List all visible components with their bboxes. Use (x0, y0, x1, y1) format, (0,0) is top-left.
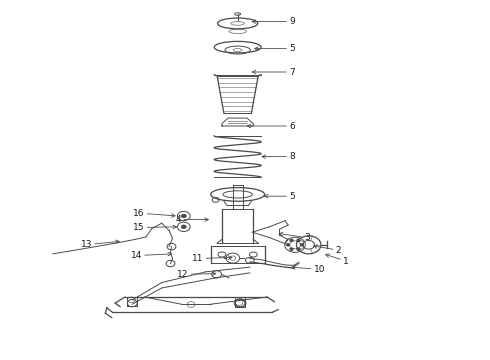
Text: 7: 7 (252, 68, 295, 77)
Text: 13: 13 (81, 240, 119, 249)
Text: 9: 9 (252, 17, 295, 26)
Text: 16: 16 (133, 209, 175, 217)
Text: 11: 11 (192, 254, 232, 263)
Circle shape (181, 214, 186, 218)
Circle shape (297, 239, 300, 242)
Text: 15: 15 (133, 223, 176, 232)
Circle shape (297, 248, 300, 250)
Circle shape (290, 239, 293, 242)
Text: 6: 6 (247, 122, 295, 131)
Text: 2: 2 (314, 245, 341, 255)
Text: 12: 12 (177, 270, 216, 279)
Text: 5: 5 (255, 44, 295, 53)
Text: 10: 10 (292, 265, 325, 274)
Circle shape (287, 244, 290, 246)
Circle shape (300, 244, 303, 246)
Circle shape (181, 225, 186, 229)
Text: 1: 1 (326, 254, 349, 266)
Text: 14: 14 (131, 251, 172, 260)
Circle shape (290, 248, 293, 250)
Text: 3: 3 (279, 232, 310, 242)
Text: 5: 5 (265, 192, 295, 201)
Text: 8: 8 (262, 152, 295, 161)
Text: 4: 4 (176, 215, 208, 224)
